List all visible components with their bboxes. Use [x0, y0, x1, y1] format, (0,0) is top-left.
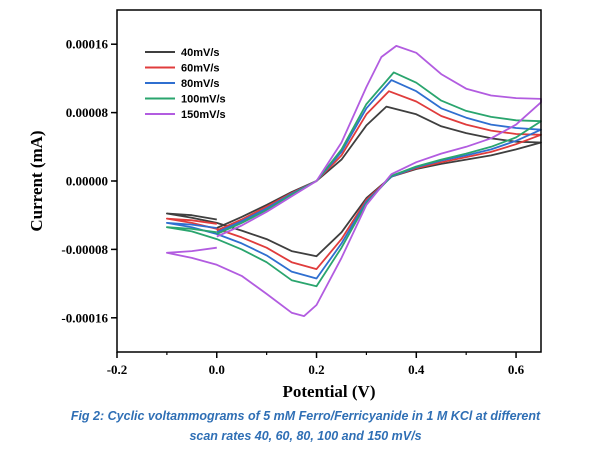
series-line-2: [165, 79, 542, 280]
y-tick-label-3: 0.00008: [66, 105, 109, 120]
ticks: -0.2 0.0 0.2 0.4 0.6 -0.00016 -0.00008 0.00000 0…: [61, 37, 524, 377]
legend-label-0: 40mV/s: [181, 47, 220, 59]
legend-label-1: 60mV/s: [181, 63, 220, 75]
x-tick-label-1: 0.0: [209, 362, 225, 377]
plot-frame: [116, 9, 542, 353]
series-line-0: [165, 105, 542, 258]
y-tick-label-0: -0.00016: [61, 310, 108, 325]
y-tick-label-1: -0.00008: [61, 242, 108, 257]
y-axis-title: Current (mA): [27, 130, 46, 231]
series-line-4: [165, 45, 542, 318]
y-tick-label-4: 0.00016: [66, 37, 109, 52]
legend-label-4: 150mV/s: [181, 109, 226, 121]
y-tick-label-2: 0.00000: [66, 174, 108, 189]
x-tick-label-0: -0.2: [107, 362, 128, 377]
legend-label-3: 100mV/s: [181, 94, 226, 106]
series-line-1: [165, 90, 542, 271]
figure-caption-line-2: scan rates 40, 60, 80, 100 and 150 mV/s: [189, 429, 422, 443]
x-axis-title: Potential (V): [282, 382, 375, 401]
x-tick-label-2: 0.2: [308, 362, 324, 377]
series-line-3: [165, 71, 542, 288]
x-tick-label-4: 0.6: [508, 362, 525, 377]
x-tick-label-3: 0.4: [408, 362, 425, 377]
plot-area: [165, 45, 542, 318]
cv-chart: -0.2 0.0 0.2 0.4 0.6 -0.00016 -0.00008 0.00000 0…: [27, 9, 542, 401]
figure-caption-line-1: Fig 2: Cyclic voltammograms of 5 mM Ferr…: [70, 409, 541, 423]
legend-label-2: 80mV/s: [181, 78, 220, 90]
legend: 40mV/s 60mV/s 80mV/s 100mV/s 150mV/s: [145, 47, 226, 121]
